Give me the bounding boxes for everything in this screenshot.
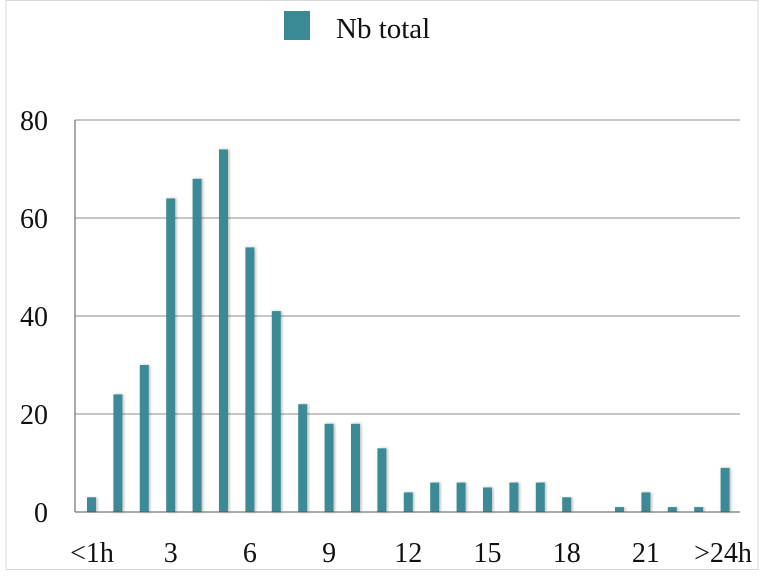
- bar: [667, 507, 677, 512]
- bar: [535, 482, 545, 512]
- bar: [483, 487, 492, 512]
- bar: [298, 404, 308, 512]
- bar: [615, 507, 624, 512]
- legend-label: Nb total: [336, 13, 430, 45]
- x-tick-label: 18: [553, 538, 581, 569]
- x-tick-label: 9: [322, 538, 336, 569]
- bar: [139, 365, 149, 512]
- bar: [271, 311, 281, 512]
- bar: [641, 492, 651, 512]
- bar: [377, 448, 387, 512]
- bar: [245, 247, 255, 512]
- bar: [324, 423, 334, 512]
- y-tick-label: 60: [20, 204, 48, 235]
- x-tick-label: 12: [394, 538, 422, 569]
- x-tick-label: 3: [164, 538, 178, 569]
- bar: [562, 497, 572, 512]
- legend: Nb total: [284, 11, 430, 45]
- bar: [430, 482, 440, 512]
- y-tick-label: 40: [20, 302, 48, 333]
- x-axis-ticks: <1h 3 6 9 12 15 18 21 >24h: [70, 538, 752, 569]
- bar: [720, 467, 730, 512]
- y-tick-label: 80: [20, 106, 48, 137]
- bar: [694, 507, 704, 512]
- bar: [403, 492, 413, 512]
- chart-border: [5, 0, 759, 570]
- bar: [192, 178, 202, 513]
- gridlines: [75, 119, 740, 415]
- x-tick-label: >24h: [694, 538, 752, 569]
- x-tick-label: 21: [632, 538, 660, 569]
- bars: [87, 149, 730, 513]
- x-tick-label: <1h: [70, 538, 114, 569]
- bar: [509, 482, 519, 512]
- bar: [351, 423, 360, 512]
- bar: [219, 149, 228, 512]
- bar: [113, 394, 123, 512]
- y-tick-label: 0: [34, 498, 48, 529]
- bar: [456, 482, 466, 512]
- y-tick-label: 20: [20, 400, 48, 431]
- y-axis-ticks: 0 20 40 60 80: [20, 106, 48, 529]
- bar: [166, 198, 176, 512]
- legend-swatch: [284, 11, 310, 40]
- x-tick-label: 6: [243, 538, 257, 569]
- x-tick-label: 15: [474, 538, 502, 569]
- bar: [87, 497, 96, 512]
